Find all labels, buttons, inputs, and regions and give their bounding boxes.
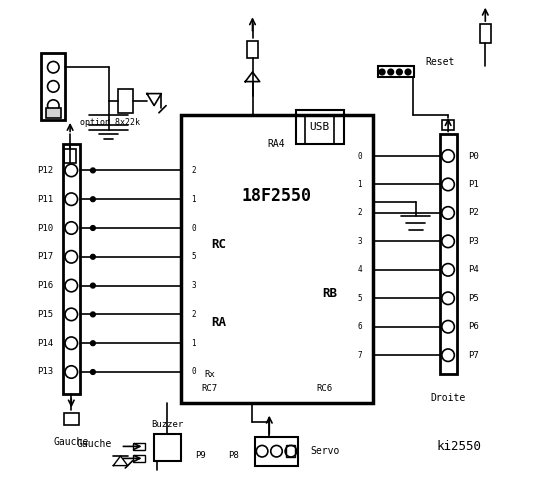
Text: ki2550: ki2550 [436, 440, 482, 453]
Text: P13: P13 [37, 368, 53, 376]
Text: 2: 2 [191, 166, 196, 175]
Circle shape [91, 341, 95, 346]
Text: RB: RB [322, 287, 337, 300]
Circle shape [91, 168, 95, 173]
Text: 5: 5 [357, 294, 362, 303]
Text: Servo: Servo [310, 446, 340, 456]
Text: P8: P8 [228, 452, 239, 460]
Text: P1: P1 [468, 180, 479, 189]
Text: 3: 3 [357, 237, 362, 246]
Text: 1: 1 [191, 339, 196, 348]
Text: 2: 2 [357, 208, 362, 217]
Circle shape [91, 283, 95, 288]
Text: P4: P4 [468, 265, 479, 275]
Circle shape [388, 69, 394, 75]
Circle shape [397, 69, 402, 75]
Text: P11: P11 [37, 195, 53, 204]
Text: 6: 6 [357, 322, 362, 331]
Text: 4: 4 [357, 265, 362, 275]
Text: RC7: RC7 [201, 384, 217, 393]
Text: Rx: Rx [204, 370, 215, 379]
Text: 7: 7 [357, 351, 362, 360]
Text: P15: P15 [37, 310, 53, 319]
Text: P14: P14 [37, 339, 53, 348]
Text: RC: RC [211, 238, 226, 252]
Text: P3: P3 [468, 237, 479, 246]
Text: 18F2550: 18F2550 [242, 187, 311, 205]
Text: Gauche: Gauche [54, 437, 89, 446]
Text: P9: P9 [195, 452, 206, 460]
Text: P2: P2 [468, 208, 479, 217]
Text: RC6: RC6 [316, 384, 332, 393]
Text: 1: 1 [357, 180, 362, 189]
FancyBboxPatch shape [46, 108, 60, 118]
Text: 2: 2 [191, 310, 196, 319]
Text: P7: P7 [468, 351, 479, 360]
Text: Reset: Reset [425, 58, 455, 67]
Text: RA4: RA4 [268, 139, 285, 149]
Text: USB: USB [310, 122, 330, 132]
Circle shape [91, 370, 95, 374]
Circle shape [405, 69, 411, 75]
Text: RA: RA [211, 316, 226, 329]
Text: option 8x22k: option 8x22k [80, 118, 140, 127]
Text: 1: 1 [191, 195, 196, 204]
Circle shape [379, 69, 385, 75]
Text: Droite: Droite [430, 394, 466, 403]
Text: P0: P0 [468, 152, 479, 160]
Text: 0: 0 [191, 368, 196, 376]
Text: P6: P6 [468, 322, 479, 331]
Text: P10: P10 [37, 224, 53, 232]
Circle shape [91, 226, 95, 230]
Text: P12: P12 [37, 166, 53, 175]
Circle shape [91, 197, 95, 202]
Circle shape [91, 254, 95, 259]
Text: P5: P5 [468, 294, 479, 303]
Text: P16: P16 [37, 281, 53, 290]
Circle shape [91, 312, 95, 317]
Text: Buzzer: Buzzer [151, 420, 183, 429]
Text: P17: P17 [37, 252, 53, 261]
Text: 0: 0 [191, 224, 196, 232]
Text: 0: 0 [357, 152, 362, 160]
Text: 5: 5 [191, 252, 196, 261]
Text: 3: 3 [191, 281, 196, 290]
Text: Gauche: Gauche [76, 439, 111, 449]
